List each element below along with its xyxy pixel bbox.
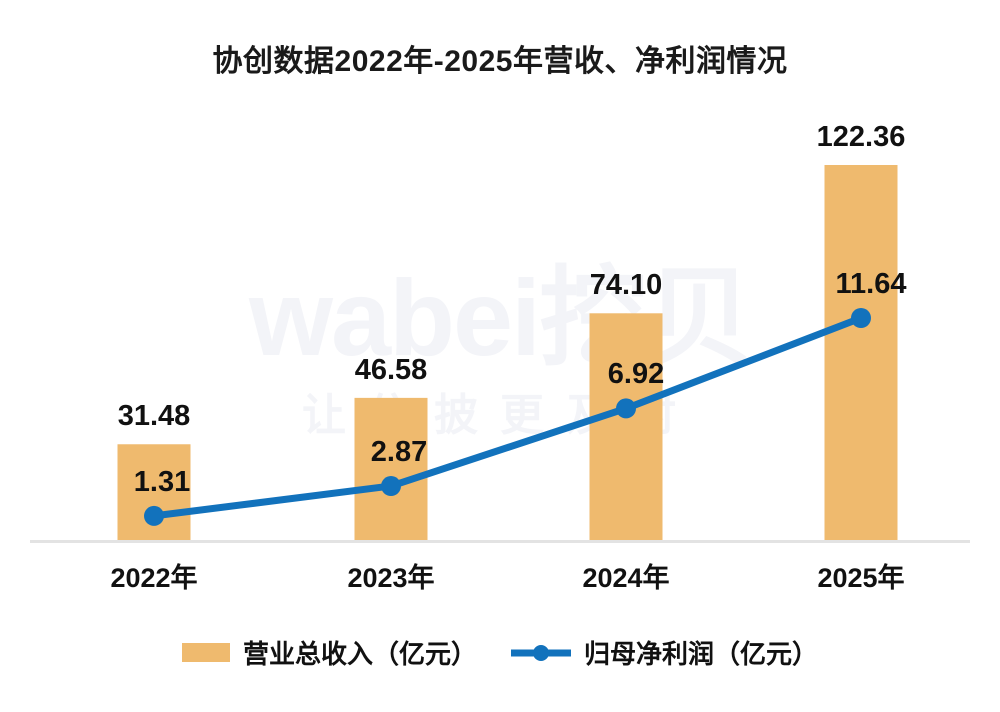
bar-value-label-2023年: 46.58 — [354, 353, 428, 386]
line-marker-2025年[interactable] — [851, 308, 871, 328]
bar-value-label-2024年: 74.10 — [589, 269, 663, 302]
legend-item-revenue[interactable]: 营业总收入（亿元） — [181, 634, 477, 671]
chart-title: 协创数据2022年-2025年营收、净利润情况 — [212, 45, 788, 78]
bar-series — [117, 165, 898, 541]
category-label-2023年[interactable]: 2023年 — [347, 563, 435, 593]
legend-bar-swatch-icon — [181, 643, 230, 662]
line-series-markers — [144, 308, 871, 526]
category-label-2022年[interactable]: 2022年 — [110, 563, 198, 593]
line-marker-2023年[interactable] — [381, 476, 401, 497]
bar-2025年[interactable] — [824, 165, 898, 541]
bar-2023年[interactable] — [354, 397, 428, 541]
category-label-2024年[interactable]: 2024年 — [582, 563, 670, 593]
bar-2024年[interactable] — [589, 313, 663, 541]
line-marker-2022年[interactable] — [144, 505, 164, 526]
line-value-label-2022年: 1.31 — [133, 465, 191, 498]
category-label-2025年[interactable]: 2025年 — [817, 563, 905, 593]
line-value-label-2024年: 6.92 — [607, 358, 665, 391]
line-value-label-2025年: 11.64 — [835, 268, 907, 300]
legend-label-revenue: 营业总收入（亿元） — [242, 639, 477, 669]
legend-item-net-profit[interactable]: 归母净利润（亿元） — [507, 634, 819, 671]
legend-line-swatch-icon — [507, 643, 575, 663]
line-series-path — [150, 314, 865, 520]
line-value-label-2023年: 2.87 — [370, 436, 428, 469]
bar-value-label-2022年: 31.48 — [117, 400, 191, 433]
line-marker-2024年[interactable] — [616, 398, 636, 419]
bar-value-label-2025年: 122.36 — [816, 121, 906, 153]
legend-label-net-profit: 归母净利润（亿元） — [584, 639, 819, 669]
chart-legend: 营业总收入（亿元） 归母净利润（亿元） — [0, 634, 1000, 671]
